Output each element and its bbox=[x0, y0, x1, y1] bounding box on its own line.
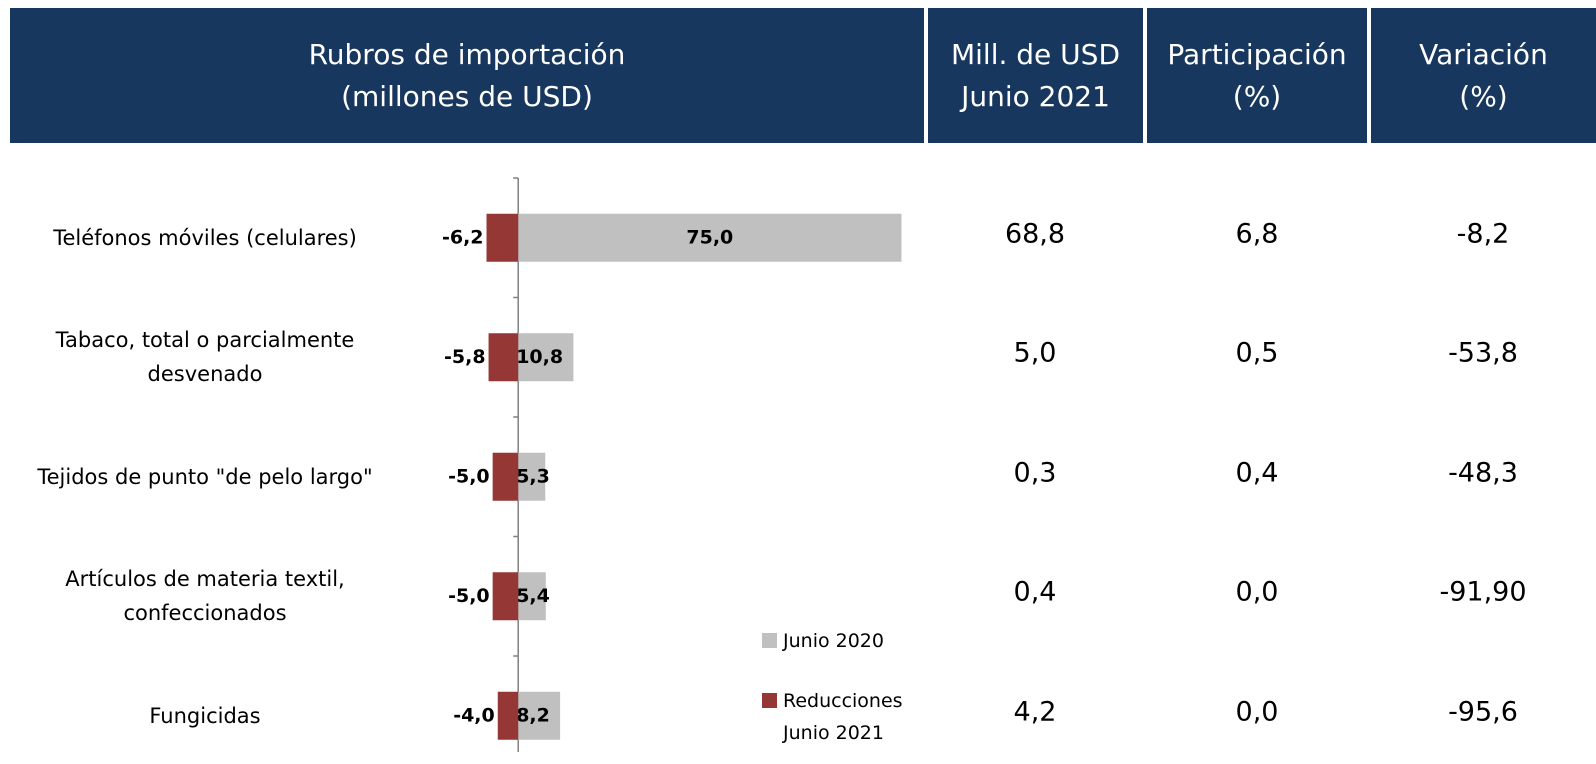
legend-swatch bbox=[762, 693, 777, 708]
header-cell: Variación (%) bbox=[1371, 8, 1596, 143]
header-text: Rubros de importación (millones de USD) bbox=[309, 34, 626, 118]
header-line: Rubros de importación bbox=[308, 37, 626, 71]
value-label: 75,0 bbox=[686, 226, 733, 248]
table-cell: -95,6 bbox=[1448, 696, 1518, 728]
header-line: Mill. de USD bbox=[950, 37, 1121, 71]
table-cell: 0,3 bbox=[1013, 457, 1057, 489]
header-line: Junio 2021 bbox=[961, 79, 1110, 113]
table-cell: 6,8 bbox=[1235, 218, 1279, 250]
table-cell: 68,8 bbox=[1004, 218, 1066, 250]
table-cell: -53,8 bbox=[1448, 337, 1518, 369]
table-cell: -8,2 bbox=[1456, 218, 1510, 250]
header-cell: Rubros de importación (millones de USD) bbox=[10, 8, 924, 143]
legend-label: Junio 2020 bbox=[783, 630, 884, 652]
header-line: Participación bbox=[1167, 37, 1347, 71]
bar bbox=[518, 572, 546, 621]
header-cell: Mill. de USD Junio 2021 bbox=[928, 8, 1143, 143]
header-cell: Participación (%) bbox=[1147, 8, 1367, 143]
bar bbox=[492, 452, 519, 501]
bar bbox=[518, 691, 561, 740]
value-label: 5,4 bbox=[516, 585, 550, 607]
table-cell: 0,4 bbox=[1013, 576, 1057, 608]
header-text: Variación (%) bbox=[1419, 34, 1548, 118]
table-cell: 0,0 bbox=[1235, 696, 1279, 728]
table-cell: -48,3 bbox=[1448, 457, 1518, 489]
header-line: Variación bbox=[1419, 37, 1548, 71]
value-label: -5,8 bbox=[444, 346, 486, 368]
value-label: -5,0 bbox=[448, 585, 490, 607]
bar bbox=[497, 691, 519, 740]
bar bbox=[492, 572, 519, 621]
legend-label: Reducciones Junio 2021 bbox=[783, 690, 903, 744]
category-label: Artículos de materia textil, confecciona… bbox=[65, 567, 345, 626]
bar bbox=[488, 333, 519, 382]
table-cell: 5,0 bbox=[1013, 337, 1057, 369]
table-cell: 0,4 bbox=[1235, 457, 1279, 489]
value-label: -4,0 bbox=[453, 704, 495, 726]
table-cell: 4,2 bbox=[1013, 696, 1057, 728]
bar bbox=[518, 452, 546, 501]
table-cell: 0,0 bbox=[1235, 576, 1279, 608]
value-label: -6,2 bbox=[442, 226, 484, 248]
category-label: Tabaco, total o parcialmente desvenado bbox=[55, 328, 355, 387]
value-label: 10,8 bbox=[516, 346, 563, 368]
category-label: Teléfonos móviles (celulares) bbox=[53, 225, 357, 250]
category-label: Tejidos de punto "de pelo largo" bbox=[37, 464, 373, 489]
header-text: Mill. de USD Junio 2021 bbox=[951, 34, 1120, 118]
value-label: 5,3 bbox=[516, 465, 550, 487]
table-cell: 0,5 bbox=[1235, 337, 1279, 369]
legend-swatch bbox=[762, 633, 777, 648]
category-label: Fungicidas bbox=[149, 703, 261, 728]
table-cell: -91,90 bbox=[1439, 576, 1527, 608]
value-label: -5,0 bbox=[448, 465, 490, 487]
value-label: 8,2 bbox=[516, 704, 550, 726]
header-text: Participación (%) bbox=[1167, 34, 1346, 118]
bar bbox=[518, 333, 574, 382]
bar bbox=[518, 213, 902, 262]
header-line: (millones de USD) bbox=[341, 79, 593, 113]
header-line: (%) bbox=[1459, 79, 1508, 113]
header-line: (%) bbox=[1232, 79, 1282, 113]
bar bbox=[486, 213, 519, 262]
